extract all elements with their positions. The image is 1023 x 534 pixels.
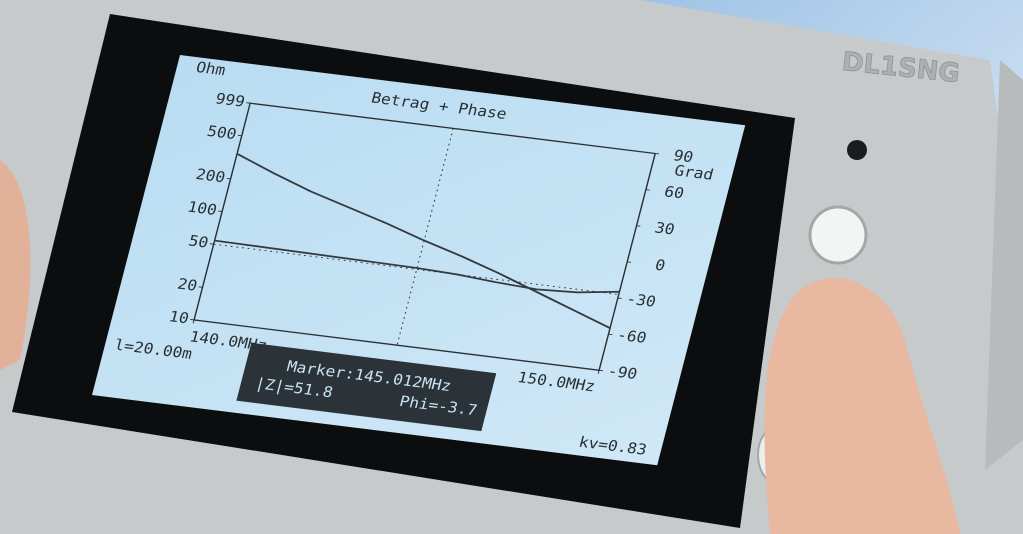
y-tick-label: 999 — [214, 90, 247, 110]
y-tick-label: 200 — [194, 166, 227, 186]
y2-tick-label: -30 — [625, 290, 658, 310]
y-tick-label: 100 — [186, 198, 219, 218]
y-axis-label: Ohm — [194, 59, 227, 79]
device-photo: DL1SNG Betrag + Phase Ohm Grad Marker:14… — [0, 0, 1023, 534]
button[interactable] — [810, 207, 866, 263]
y2-tick-label: -60 — [615, 326, 648, 346]
y2-tick-label: -90 — [606, 363, 639, 383]
page: {"device_label": "DL1SNG", "chart_data":… — [0, 0, 1023, 534]
y-tick-label: 500 — [205, 123, 238, 143]
led — [847, 140, 867, 160]
lcd: Betrag + Phase Ohm Grad Marker:145.012MH… — [92, 55, 745, 465]
